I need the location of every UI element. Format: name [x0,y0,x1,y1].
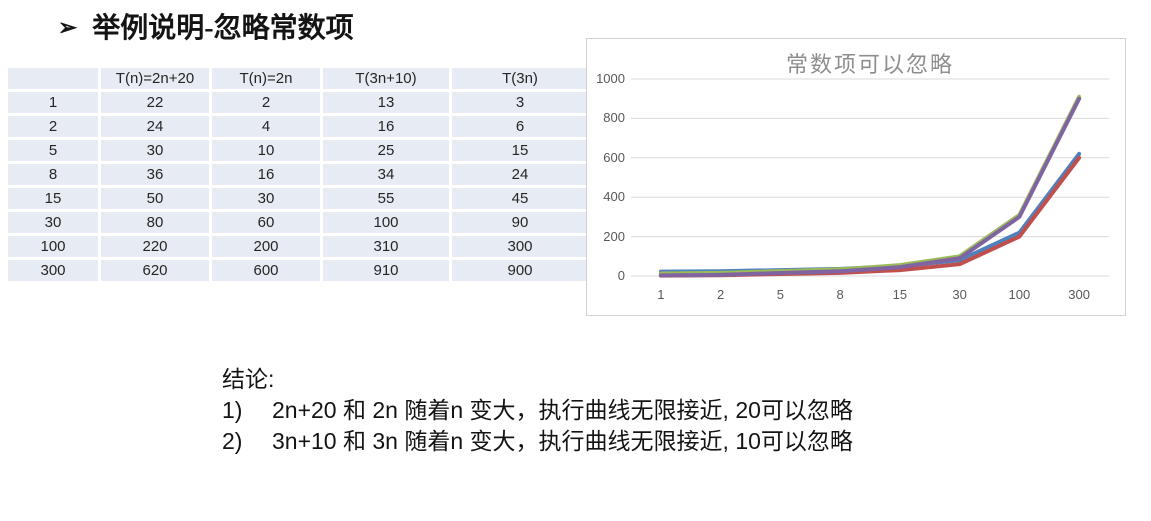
table-cell: 4 [212,116,320,137]
y-axis-label: 0 [617,268,625,283]
table-header-row: T(n)=2n+20 T(n)=2n T(3n+10) T(3n) [8,68,588,89]
table-header-cell [8,68,98,89]
table-cell: 30 [101,140,209,161]
table-cell: 55 [323,188,449,209]
table-cell: 24 [101,116,209,137]
table-cell: 80 [101,212,209,233]
table-cell: 10 [212,140,320,161]
y-axis-label: 200 [603,228,625,244]
x-axis-label: 5 [776,287,784,302]
table-cell: 100 [323,212,449,233]
table-row: 2 24 4 16 6 [8,116,588,137]
table-cell: 200 [212,236,320,257]
table-cell: 36 [101,164,209,185]
table-cell: 15 [452,140,588,161]
values-table: T(n)=2n+20 T(n)=2n T(3n+10) T(3n) 1 22 2 13 3 2 2… [5,65,591,284]
table-row: 8 36 16 34 24 [8,164,588,185]
table-cell: 15 [8,188,98,209]
table-row: 300 620 600 910 900 [8,260,588,281]
table-cell: 16 [212,164,320,185]
table-header-cell: T(n)=2n+20 [101,68,209,89]
arrow-bullet-icon: ➢ [58,14,78,40]
table-row: 1 22 2 13 3 [8,92,588,113]
x-axis-label: 100 [1008,287,1031,302]
table-cell: 600 [212,260,320,281]
table-head: T(n)=2n+20 T(n)=2n T(3n+10) T(3n) [8,68,588,89]
table-row: 5 30 10 25 15 [8,140,588,161]
table-cell: 90 [452,212,588,233]
table-cell: 24 [452,164,588,185]
x-axis-label: 8 [836,287,844,302]
table-cell: 30 [212,188,320,209]
chart-title: 常数项可以忽略 [785,52,954,77]
conclusion-heading: 结论: [222,366,275,392]
table-cell: 45 [452,188,588,209]
chart-series-line-3 [658,94,1082,276]
x-axis-label: 30 [952,287,967,302]
table-row: 100 220 200 310 300 [8,236,588,257]
table-cell: 220 [101,236,209,257]
table-cell: 8 [8,164,98,185]
table-cell: 16 [323,116,449,137]
table-cell: 2 [212,92,320,113]
table-cell: 300 [452,236,588,257]
table-cell: 3 [452,92,588,113]
y-axis-label: 400 [603,189,625,205]
table-header-cell: T(3n) [452,68,588,89]
conclusion-item: 2) 3n+10 和 3n 随着n 变大，执行曲线无限接近, 10可以忽略 [222,426,853,457]
conclusion-block: 结论: 1) 2n+20 和 2n 随着n 变大，执行曲线无限接近, 20可以忽… [222,364,853,457]
table-body: 1 22 2 13 3 2 24 4 16 6 5 30 10 25 15 8 36 16 34 24 15 50 30 55… [8,92,588,281]
table-cell: 13 [323,92,449,113]
table-cell: 310 [323,236,449,257]
table-row: 30 80 60 100 90 [8,212,588,233]
y-axis-label: 1000 [596,71,625,86]
conclusion-item-number: 2) [222,428,243,454]
table-cell: 34 [323,164,449,185]
table-cell: 1 [8,92,98,113]
page-title: 举例说明-忽略常数项 [92,13,354,44]
table-cell: 100 [8,236,98,257]
conclusion-item: 1) 2n+20 和 2n 随着n 变大，执行曲线无限接近, 20可以忽略 [222,395,853,426]
table-cell: 60 [212,212,320,233]
table-cell: 620 [101,260,209,281]
table-cell: 2 [8,116,98,137]
x-axis-label: 2 [717,287,725,302]
table-cell: 30 [8,212,98,233]
table-cell: 900 [452,260,588,281]
table-header-cell: T(3n+10) [323,68,449,89]
chart-series-line-4 [658,96,1082,278]
chart-series-line-1 [658,151,1082,274]
table-cell: 50 [101,188,209,209]
table-cell: 910 [323,260,449,281]
chart-plot-area [631,78,1109,278]
conclusion-item-text: 3n+10 和 3n 随着n 变大，执行曲线无限接近, 10可以忽略 [272,428,853,454]
x-axis-label: 300 [1068,287,1090,302]
table-header-cell: T(n)=2n [212,68,320,89]
slide-title: ➢ 举例说明-忽略常数项 [58,6,354,46]
table-cell: 300 [8,260,98,281]
table-cell: 22 [101,92,209,113]
table-cell: 25 [323,140,449,161]
y-axis-label: 600 [603,149,625,165]
x-axis-label: 15 [892,287,908,302]
y-axis-label: 800 [603,110,625,126]
table-row: 15 50 30 55 45 [8,188,588,209]
x-axis-label: 1 [657,287,665,302]
table-cell: 5 [8,140,98,161]
line-chart: 常数项可以忽略 0 200 400 600 800 1000 1 2 5 8 15 30 100 300 [586,38,1126,316]
table-cell: 6 [452,116,588,137]
conclusion-item-text: 2n+20 和 2n 随着n 变大，执行曲线无限接近, 20可以忽略 [272,397,853,423]
conclusion-item-number: 1) [222,397,243,423]
